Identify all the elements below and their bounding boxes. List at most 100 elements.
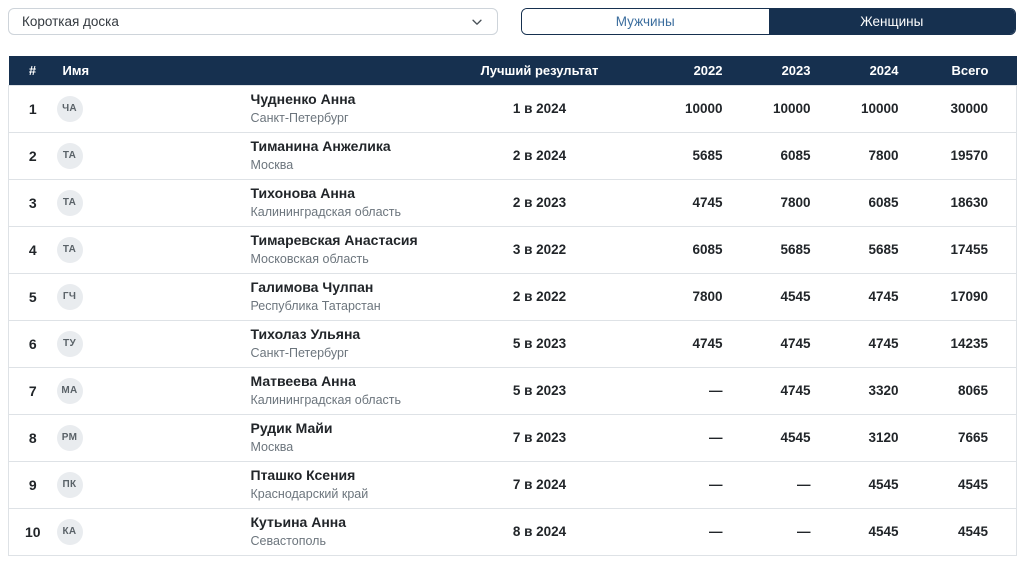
avatar: ГЧ	[56, 283, 83, 310]
athlete-name: Кутьина Анна	[250, 514, 347, 531]
score-2023-cell: 4545	[722, 414, 811, 462]
chevron-down-icon	[470, 15, 484, 29]
avatar-cell: КА	[56, 508, 251, 556]
table-row[interactable]: 6 ТУ Тихолаз Ульяна Санкт-Петербург 5 в …	[8, 320, 1017, 368]
column-header-2023: 2023	[722, 56, 811, 85]
table-row[interactable]: 3 ТА Тихонова Анна Калининградская облас…	[8, 179, 1017, 227]
total-cell: 7665	[898, 414, 1017, 462]
avatar: ЧА	[56, 95, 83, 122]
avatar-cell: ГЧ	[56, 273, 251, 321]
athlete-name: Тихолаз Ульяна	[250, 326, 361, 343]
name-cell: Матвеева Анна Калининградская область	[250, 367, 445, 415]
table-row[interactable]: 9 ПК Пташко Ксения Краснодарский край 7 …	[8, 461, 1017, 509]
table-row[interactable]: 1 ЧА Чудненко Анна Санкт-Петербург 1 в 2…	[8, 85, 1017, 133]
table-row[interactable]: 8 РМ Рудик Майи Москва 7 в 2023 — 4545 3…	[8, 414, 1017, 462]
best-result-cell: 5 в 2023	[444, 367, 635, 415]
best-result-cell: 5 в 2023	[444, 320, 635, 368]
athlete-name: Тихонова Анна	[250, 185, 356, 202]
avatar: КА	[56, 518, 83, 545]
column-header-best: Лучший результат	[444, 56, 635, 85]
total-cell: 17455	[898, 226, 1017, 274]
leaderboard-table: # Имя Лучший результат 2022 2023 2024 Вс…	[8, 56, 1017, 556]
avatar-cell: ЧА	[56, 85, 251, 133]
column-header-2022: 2022	[634, 56, 723, 85]
score-2023-cell: —	[722, 461, 811, 509]
toggle-men[interactable]: Мужчины	[522, 9, 769, 34]
name-cell: Рудик Майи Москва	[250, 414, 445, 462]
column-header-total: Всего	[898, 56, 1017, 85]
avatar-cell: ТУ	[56, 320, 251, 368]
athlete-region: Санкт-Петербург	[250, 110, 349, 125]
best-result-cell: 2 в 2024	[444, 132, 635, 180]
score-2024-cell: 4745	[810, 273, 899, 321]
athlete-region: Калининградская область	[250, 392, 402, 407]
score-2024-cell: 6085	[810, 179, 899, 227]
score-2023-cell: 4545	[722, 273, 811, 321]
score-2024-cell: 3120	[810, 414, 899, 462]
rank-cell: 9	[8, 461, 57, 509]
athlete-name: Тиманина Анжелика	[250, 138, 391, 155]
rank-cell: 3	[8, 179, 57, 227]
table-row[interactable]: 2 ТА Тиманина Анжелика Москва 2 в 2024 5…	[8, 132, 1017, 180]
rank-cell: 7	[8, 367, 57, 415]
total-cell: 30000	[898, 85, 1017, 133]
score-2023-cell: 7800	[722, 179, 811, 227]
score-2023-cell: 6085	[722, 132, 811, 180]
avatar: МА	[56, 377, 83, 404]
total-cell: 18630	[898, 179, 1017, 227]
score-2022-cell: —	[634, 414, 723, 462]
name-cell: Кутьина Анна Севастополь	[250, 508, 445, 556]
table-row[interactable]: 10 КА Кутьина Анна Севастополь 8 в 2024 …	[8, 508, 1017, 556]
avatar-cell: МА	[56, 367, 251, 415]
score-2022-cell: —	[634, 461, 723, 509]
score-2023-cell: 10000	[722, 85, 811, 133]
table-row[interactable]: 7 МА Матвеева Анна Калининградская облас…	[8, 367, 1017, 415]
column-header-2024: 2024	[810, 56, 899, 85]
score-2023-cell: 4745	[722, 367, 811, 415]
top-controls: Короткая доска Мужчины Женщины	[8, 8, 1016, 35]
name-cell: Тихолаз Ульяна Санкт-Петербург	[250, 320, 445, 368]
athlete-name: Рудик Майи	[250, 420, 333, 437]
score-2024-cell: 4745	[810, 320, 899, 368]
rank-cell: 2	[8, 132, 57, 180]
score-2022-cell: 7800	[634, 273, 723, 321]
toggle-women[interactable]: Женщины	[768, 9, 1015, 34]
score-2024-cell: 5685	[810, 226, 899, 274]
rank-cell: 8	[8, 414, 57, 462]
best-result-cell: 7 в 2023	[444, 414, 635, 462]
table-row[interactable]: 4 ТА Тимаревская Анастасия Московская об…	[8, 226, 1017, 274]
score-2022-cell: —	[634, 367, 723, 415]
avatar-cell: РМ	[56, 414, 251, 462]
score-2022-cell: 4745	[634, 320, 723, 368]
score-2023-cell: —	[722, 508, 811, 556]
score-2024-cell: 10000	[810, 85, 899, 133]
score-2022-cell: 4745	[634, 179, 723, 227]
avatar: ТА	[56, 142, 83, 169]
name-cell: Галимова Чулпан Республика Татарстан	[250, 273, 445, 321]
athlete-name: Тимаревская Анастасия	[250, 232, 418, 249]
table-row[interactable]: 5 ГЧ Галимова Чулпан Республика Татарста…	[8, 273, 1017, 321]
rank-cell: 4	[8, 226, 57, 274]
score-2022-cell: 5685	[634, 132, 723, 180]
score-2022-cell: 6085	[634, 226, 723, 274]
name-cell: Тихонова Анна Калининградская область	[250, 179, 445, 227]
best-result-cell: 2 в 2023	[444, 179, 635, 227]
score-2024-cell: 3320	[810, 367, 899, 415]
athlete-name: Галимова Чулпан	[250, 279, 374, 296]
board-select-value: Короткая доска	[22, 14, 119, 29]
best-result-cell: 7 в 2024	[444, 461, 635, 509]
name-cell: Тиманина Анжелика Москва	[250, 132, 445, 180]
athlete-name: Чудненко Анна	[250, 91, 356, 108]
best-result-cell: 8 в 2024	[444, 508, 635, 556]
athlete-region: Севастополь	[250, 533, 326, 548]
avatar: ТА	[56, 189, 83, 216]
table-header: # Имя Лучший результат 2022 2023 2024 Вс…	[8, 56, 1017, 85]
avatar: ПК	[56, 471, 83, 498]
score-2023-cell: 5685	[722, 226, 811, 274]
board-select[interactable]: Короткая доска	[8, 8, 498, 35]
avatar-cell: ТА	[56, 132, 251, 180]
avatar-cell: ТА	[56, 179, 251, 227]
score-2024-cell: 4545	[810, 461, 899, 509]
best-result-cell: 1 в 2024	[444, 85, 635, 133]
